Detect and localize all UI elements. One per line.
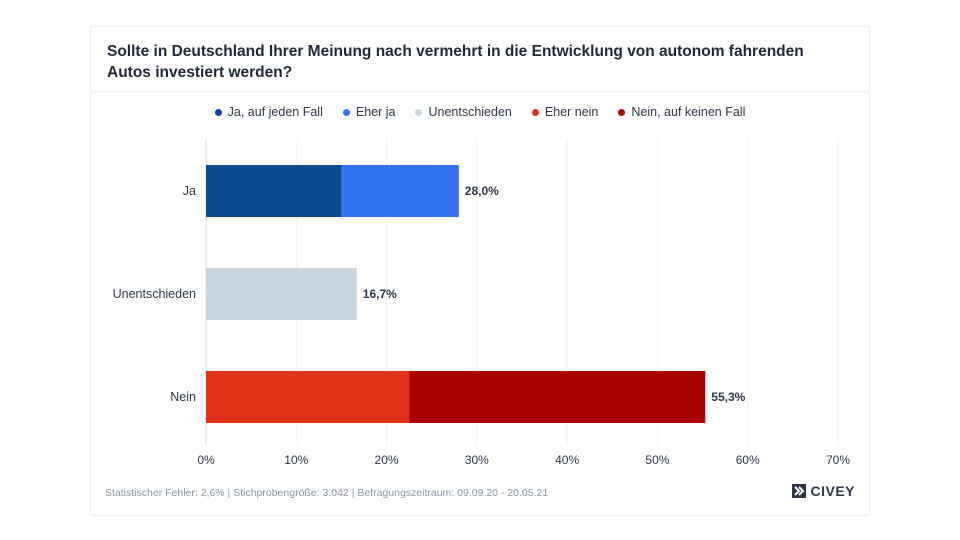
x-tick-label: 30% [465, 453, 489, 467]
bar-chart-plot: 0% 10% 20% 30% 40% 50% 60% 70% Ja 28,0% Unentschie… [113, 139, 850, 467]
legend-item[interactable]: Eher ja [342, 105, 396, 119]
x-tick-label: 60% [736, 453, 760, 467]
legend-label: Unentschieden [428, 105, 512, 119]
data-label: 28,0% [465, 184, 499, 198]
category-label: Nein [170, 390, 196, 404]
category-label: Unentschieden [113, 287, 196, 301]
legend-label: Eher nein [544, 105, 599, 119]
legend-label: Nein, auf keinen Fall [631, 105, 746, 119]
bar-segment [341, 165, 459, 217]
legend-dot-icon [415, 108, 423, 116]
legend: Ja, auf jeden Fall Eher ja Unentschieden Eh… [91, 105, 869, 119]
legend-label: Ja, auf jeden Fall [227, 105, 323, 119]
bar-segment [206, 371, 410, 423]
data-label: 16,7% [363, 287, 397, 301]
x-tick-label: 20% [375, 453, 399, 467]
brand-name: CIVEY [810, 483, 855, 499]
x-tick-label: 0% [197, 453, 215, 467]
civey-logo: CIVEY [792, 483, 855, 499]
category-label: Ja [183, 184, 196, 198]
legend-item[interactable]: Unentschieden [415, 105, 512, 119]
data-label: 55,3% [711, 390, 745, 404]
x-tick-label: 10% [284, 453, 308, 467]
x-tick-label: 50% [645, 453, 669, 467]
legend-dot-icon [214, 108, 222, 116]
legend-label: Eher ja [355, 105, 396, 119]
legend-item[interactable]: Nein, auf keinen Fall [618, 105, 745, 119]
chart-card: Sollte in Deutschland Ihrer Meinung nach… [90, 26, 870, 516]
x-tick-label: 70% [826, 453, 850, 467]
legend-item[interactable]: Eher nein [531, 105, 599, 119]
x-tick-label: 40% [555, 453, 579, 467]
chart-title: Sollte in Deutschland Ihrer Meinung nach… [107, 43, 804, 81]
title-divider [91, 91, 869, 92]
bar-segment [206, 268, 357, 320]
footer-note: Statistischer Fehler: 2,6% | Stichproben… [105, 487, 549, 499]
bar-segment [206, 165, 342, 217]
legend-item[interactable]: Ja, auf jeden Fall [214, 105, 323, 119]
legend-dot-icon [342, 108, 350, 116]
legend-dot-icon [618, 108, 626, 116]
bar-segment [409, 371, 706, 423]
civey-logo-icon [792, 484, 807, 498]
legend-dot-icon [531, 108, 539, 116]
